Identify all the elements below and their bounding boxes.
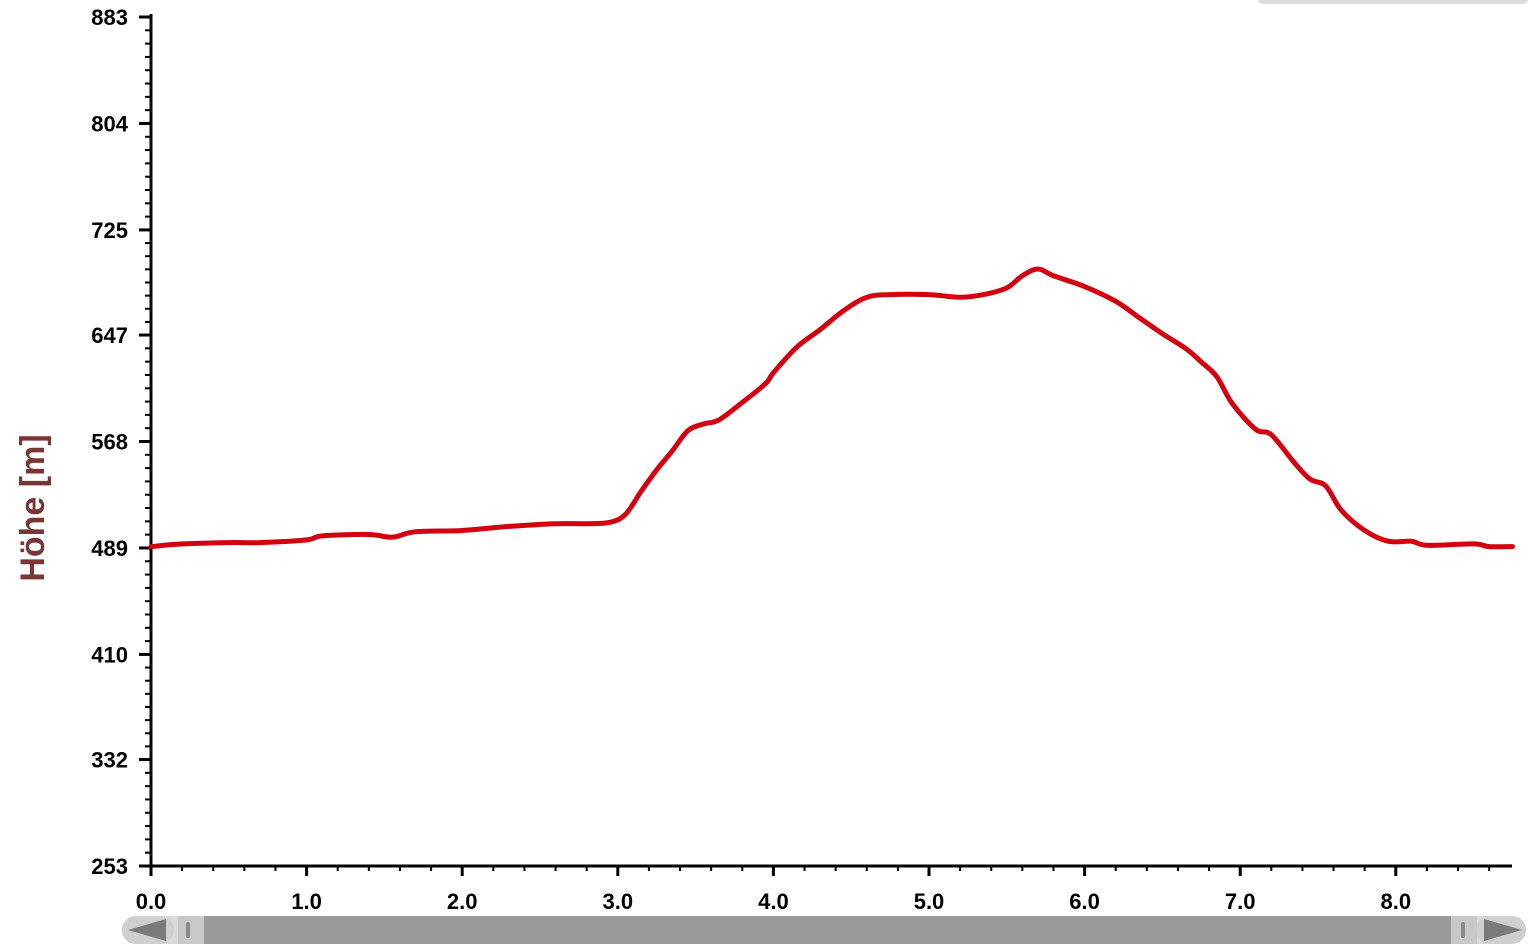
triangle-left-icon (128, 919, 166, 941)
y-axis-title: Höhe [m] (14, 434, 52, 581)
y-tick-label: 332 (91, 748, 128, 773)
x-tick-label: 0.0 (136, 889, 167, 914)
top-right-panel-edge (1258, 0, 1528, 4)
y-tick-label: 647 (91, 323, 128, 348)
series-layer (148, 266, 1515, 550)
scrollbar-thumb-left-grip-line (186, 922, 190, 938)
y-tick-label: 253 (91, 854, 128, 879)
y-tick-label: 410 (91, 642, 128, 667)
y-tick-label: 883 (91, 5, 128, 30)
scrollbar-thumb-left-grip[interactable] (178, 916, 204, 944)
y-tick-label: 489 (91, 536, 128, 561)
x-axis: 0.0 1.0 2.0 3.0 4.0 5.0 6.0 7.0 8.0 (136, 864, 1512, 914)
x-tick-label: 1.0 (291, 889, 322, 914)
horizontal-scrollbar[interactable] (122, 916, 1526, 944)
scroll-right-button[interactable] (1476, 916, 1526, 944)
scroll-left-button[interactable] (122, 916, 174, 944)
y-tick-label: 804 (91, 111, 128, 136)
x-tick-label: 2.0 (447, 889, 478, 914)
elevation-series-line (148, 266, 1515, 550)
x-tick-label: 7.0 (1225, 889, 1256, 914)
scrollbar-thumb-right-grip-line (1461, 922, 1465, 938)
y-axis: 253 332 410 489 568 647 725 804 883 (91, 5, 153, 879)
x-tick-label: 4.0 (758, 889, 789, 914)
x-tick-label: 8.0 (1381, 889, 1412, 914)
x-tick-label: 6.0 (1069, 889, 1100, 914)
y-tick-label: 725 (91, 218, 128, 243)
x-tick-label: 5.0 (914, 889, 945, 914)
y-tick-label: 568 (91, 430, 128, 455)
x-tick-label: 3.0 (603, 889, 634, 914)
triangle-right-icon (1484, 919, 1522, 941)
scrollbar-thumb[interactable] (178, 916, 1477, 944)
